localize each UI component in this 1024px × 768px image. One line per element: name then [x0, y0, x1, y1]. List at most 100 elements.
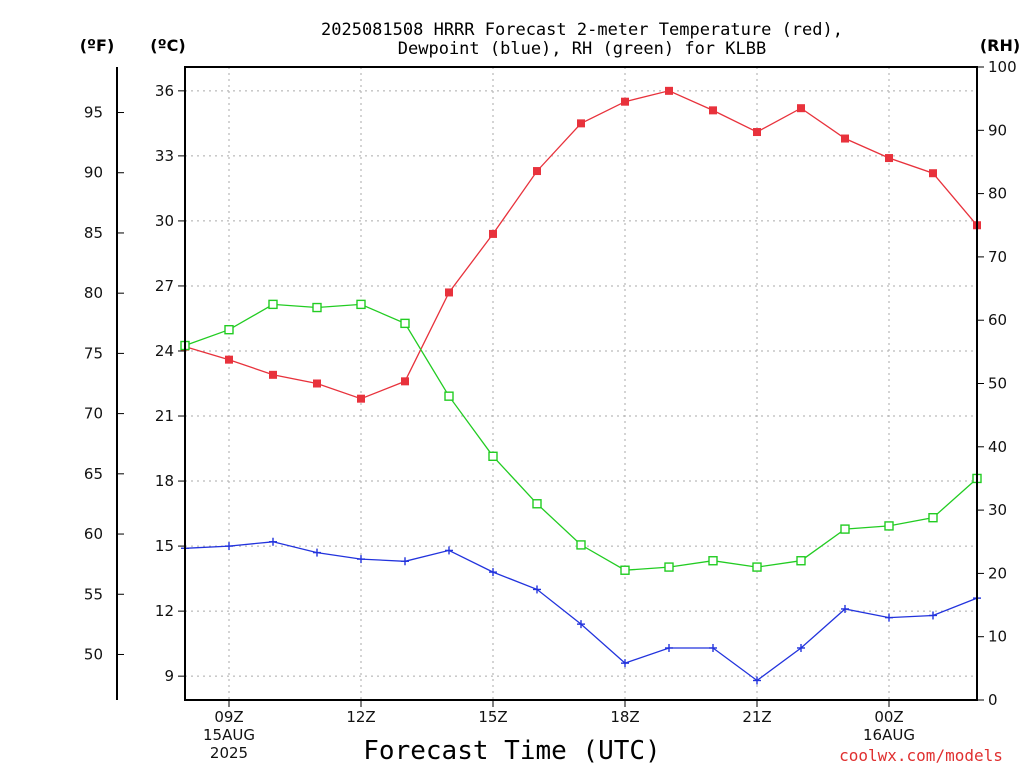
temperature-point	[269, 370, 277, 379]
dewpoint-point	[665, 643, 673, 652]
celsius-tick-label: 9	[164, 667, 174, 685]
dewpoint-point	[885, 613, 893, 622]
dewpoint-point	[841, 604, 849, 613]
rh-point	[356, 299, 366, 310]
fahrenheit-tick-label: 90	[84, 164, 103, 182]
time-tick-label: 16AUG	[863, 726, 915, 744]
dewpoint-point	[225, 542, 233, 551]
temperature-point	[797, 104, 805, 113]
rh-axis: 0 10 20 30 40 50 60 70 80 90 100	[977, 58, 1017, 709]
rh-point	[928, 512, 938, 523]
dewpoint-point	[797, 643, 805, 652]
time-tick-label: 09Z	[214, 708, 243, 726]
celsius-tick-label: 27	[155, 277, 174, 295]
temperature-point	[313, 379, 321, 388]
rh-point	[576, 540, 586, 550]
dewpoint-point	[269, 537, 277, 546]
rh-tick-label: 100	[988, 58, 1017, 76]
rh-point	[752, 562, 762, 572]
fahrenheit-tick-label: 60	[84, 525, 103, 543]
rh-point	[312, 302, 322, 313]
series-rh	[180, 299, 982, 575]
temperature-point	[577, 119, 585, 128]
rh-tick-label: 60	[988, 311, 1007, 329]
temperature-point	[401, 377, 409, 386]
rh-point	[840, 524, 850, 534]
rh-tick-label: 0	[988, 691, 998, 709]
fahrenheit-tick-label: 65	[84, 465, 103, 483]
fahrenheit-axis: 50 55 60 65 70 75 80 85 90 95	[84, 67, 124, 700]
rh-tick-label: 80	[988, 185, 1007, 203]
celsius-axis-unit: (ºC)	[150, 36, 185, 55]
temperature-point	[357, 394, 365, 403]
celsius-tick-label: 24	[155, 342, 174, 360]
fahrenheit-tick-label: 75	[84, 344, 103, 362]
temperature-point	[841, 134, 849, 143]
temperature-point	[489, 229, 497, 238]
rh-point	[796, 556, 806, 566]
time-tick-label: 00Z	[874, 708, 903, 726]
dewpoint-point	[357, 555, 365, 564]
rh-point	[400, 318, 410, 329]
rh-point	[488, 451, 498, 461]
temperature-point	[665, 86, 673, 95]
time-tick-label: 21Z	[742, 708, 771, 726]
series-dewpoint	[181, 537, 981, 685]
fahrenheit-tick-label: 80	[84, 284, 103, 302]
rh-tick-label: 90	[988, 121, 1007, 139]
temperature-point	[225, 355, 233, 364]
time-tick-label: 12Z	[346, 708, 375, 726]
dewpoint-point	[753, 676, 761, 685]
chart-title-line-2: Dewpoint (blue), RH (green) for KLBB	[398, 39, 766, 59]
temperature-line	[184, 90, 978, 400]
temperature-point	[533, 167, 541, 176]
grid-lines	[185, 67, 977, 700]
time-tick-label: 15Z	[478, 708, 507, 726]
rh-axis-unit: (RH)	[980, 36, 1020, 55]
chart-title-line-1: 2025081508 HRRR Forecast 2-meter Tempera…	[321, 20, 843, 40]
dewpoint-point	[709, 643, 717, 652]
fahrenheit-tick-label: 50	[84, 645, 103, 663]
rh-point	[224, 324, 234, 335]
temperature-point	[621, 97, 629, 106]
rh-point	[884, 521, 894, 531]
rh-tick-label: 20	[988, 564, 1007, 582]
temperature-point	[709, 106, 717, 115]
rh-point	[532, 499, 542, 509]
series-layer	[180, 86, 982, 685]
rh-point	[444, 391, 454, 401]
rh-tick-label: 70	[988, 248, 1007, 266]
rh-point	[620, 565, 630, 575]
dewpoint-point	[533, 585, 541, 594]
rh-tick-label: 50	[988, 375, 1007, 393]
celsius-tick-label: 30	[155, 212, 174, 230]
dewpoint-point	[929, 611, 937, 620]
temperature-point	[445, 288, 453, 297]
celsius-tick-label: 36	[155, 82, 174, 100]
dewpoint-point	[445, 546, 453, 555]
rh-point	[664, 562, 674, 572]
rh-line	[184, 303, 978, 571]
fahrenheit-tick-label: 95	[84, 104, 103, 122]
celsius-tick-label: 15	[155, 537, 174, 555]
celsius-tick-label: 21	[155, 407, 174, 425]
rh-tick-label: 40	[988, 438, 1007, 456]
credit-text: coolwx.com/models	[839, 746, 1003, 765]
celsius-tick-label: 12	[155, 602, 174, 620]
dewpoint-point	[313, 548, 321, 557]
fahrenheit-tick-label: 85	[84, 224, 103, 242]
celsius-tick-label: 33	[155, 147, 174, 165]
dewpoint-point	[489, 568, 497, 577]
rh-tick-label: 10	[988, 628, 1007, 646]
temperature-point	[885, 154, 893, 163]
time-tick-label: 18Z	[610, 708, 639, 726]
series-temperature	[181, 86, 981, 403]
dewpoint-point	[621, 659, 629, 668]
celsius-axis: 9 12 15 18 21 24 27 30 33 36	[155, 82, 185, 685]
dewpoint-point	[401, 557, 409, 566]
time-tick-label: 15AUG	[203, 726, 255, 744]
temperature-point	[753, 128, 761, 137]
time-tick-label: 2025	[210, 744, 248, 762]
